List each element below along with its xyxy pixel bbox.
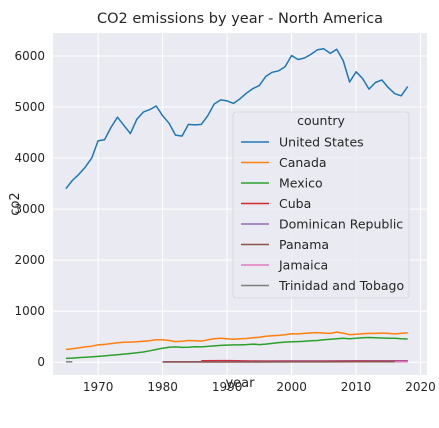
x-tick-label: 2000 bbox=[276, 380, 307, 394]
y-tick-label: 6000 bbox=[14, 49, 45, 63]
series-line-united-states bbox=[65, 48, 409, 190]
legend-label-mexico: Mexico bbox=[279, 176, 323, 191]
x-tick-label: 1980 bbox=[147, 380, 178, 394]
legend-label-cuba: Cuba bbox=[279, 196, 311, 211]
y-tick-label: 4000 bbox=[14, 151, 45, 165]
y-tick-label: 1000 bbox=[14, 304, 45, 318]
legend-label-jamaica: Jamaica bbox=[278, 258, 328, 273]
legend-label-united-states: United States bbox=[279, 135, 364, 150]
x-tick-label: 2020 bbox=[405, 380, 436, 394]
x-tick-label: 2010 bbox=[341, 380, 372, 394]
legend-box bbox=[232, 111, 410, 299]
y-tick-label: 5000 bbox=[14, 100, 45, 114]
series-line-canada bbox=[65, 331, 408, 351]
series-line-mexico bbox=[65, 336, 408, 360]
y-tick-label: 2000 bbox=[14, 253, 45, 267]
y-tick-label: 3000 bbox=[14, 202, 45, 216]
legend-label-dominican-republic: Dominican Republic bbox=[279, 217, 403, 232]
series-layer bbox=[65, 48, 409, 363]
x-axis-label: year bbox=[225, 376, 255, 391]
legend-title: country bbox=[297, 113, 345, 128]
legend-label-trinidad-and-tobago: Trinidad and Tobago bbox=[278, 278, 404, 293]
x-tick-label: 1970 bbox=[83, 380, 114, 394]
y-axis-label: co2 bbox=[8, 192, 23, 215]
chart-title: CO2 emissions by year - North America bbox=[97, 11, 383, 27]
ticks: 1970 1980 1990 2000 2010 2020 0 1000 2000 3000 400… bbox=[14, 49, 435, 394]
y-tick-label: 0 bbox=[37, 355, 45, 369]
legend: country United States Canada Mexico Cuba Dom… bbox=[232, 111, 410, 299]
legend-label-canada: Canada bbox=[279, 155, 327, 170]
x-tick-label: 1990 bbox=[212, 380, 243, 394]
legend-label-panama: Panama bbox=[279, 237, 329, 252]
